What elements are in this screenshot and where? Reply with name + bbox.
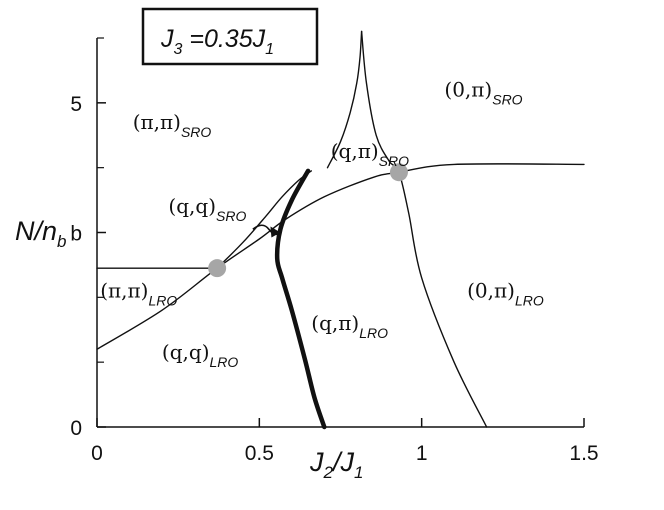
chart-title: J3 =0.35J1 xyxy=(160,25,274,58)
region-label-qq-lro: (q,q)LRO xyxy=(162,340,238,370)
series-qq-qpi-boundary xyxy=(274,168,327,430)
special-point-0 xyxy=(208,259,227,278)
y-tick-label-0: 0 xyxy=(70,417,82,440)
region-label-qq-sro: (q,q)SRO xyxy=(168,194,246,224)
region-label-qpi-lro: (q,π)LRO xyxy=(311,311,388,341)
y-tick-labels: 0 b 5 xyxy=(70,93,82,440)
region-label-pipi-sro: (π,π)SRO xyxy=(133,110,212,140)
region-label-pipi-lro: (π,π)LRO xyxy=(100,278,177,308)
x-tick-label-1: 0.5 xyxy=(245,442,274,465)
special-points xyxy=(208,163,408,278)
x-ticks xyxy=(96,418,585,427)
title-frame xyxy=(141,7,319,66)
x-tick-label-2: 1 xyxy=(416,442,428,465)
region-label-qpi-sro: (q,π)SRO xyxy=(331,139,409,169)
series-qq-lro-boundary xyxy=(96,163,585,350)
x-axis-label: J2/J1 xyxy=(309,447,363,482)
series-qpi-sro-left xyxy=(326,30,363,169)
x-tick-labels: 0 0.5 1 1.5 xyxy=(91,442,598,465)
arrow-layer xyxy=(252,224,281,238)
title-box: J3 =0.35J1 xyxy=(141,7,319,66)
region-labels: (π,π)SRO (0,π)SRO (q,π)SRO (q,q)SRO (π,π)LRO… xyxy=(100,77,544,370)
y-tick-label-2: 5 xyxy=(70,93,82,116)
y-tick-label-1: b xyxy=(70,223,82,246)
region-label-zeropi-lro: (0,π)LRO xyxy=(467,278,544,308)
series-pipi-sro-boundary xyxy=(216,170,312,269)
pointer-arrow-head xyxy=(270,226,281,238)
x-tick-label-0: 0 xyxy=(91,442,103,465)
region-label-zeropi-sro: (0,π)SRO xyxy=(444,77,522,107)
y-axis-label: N/nb xyxy=(15,216,67,251)
y-ticks xyxy=(97,37,106,428)
series-layer xyxy=(96,30,585,430)
x-tick-label-3: 1.5 xyxy=(569,442,598,465)
special-point-1 xyxy=(389,163,408,182)
